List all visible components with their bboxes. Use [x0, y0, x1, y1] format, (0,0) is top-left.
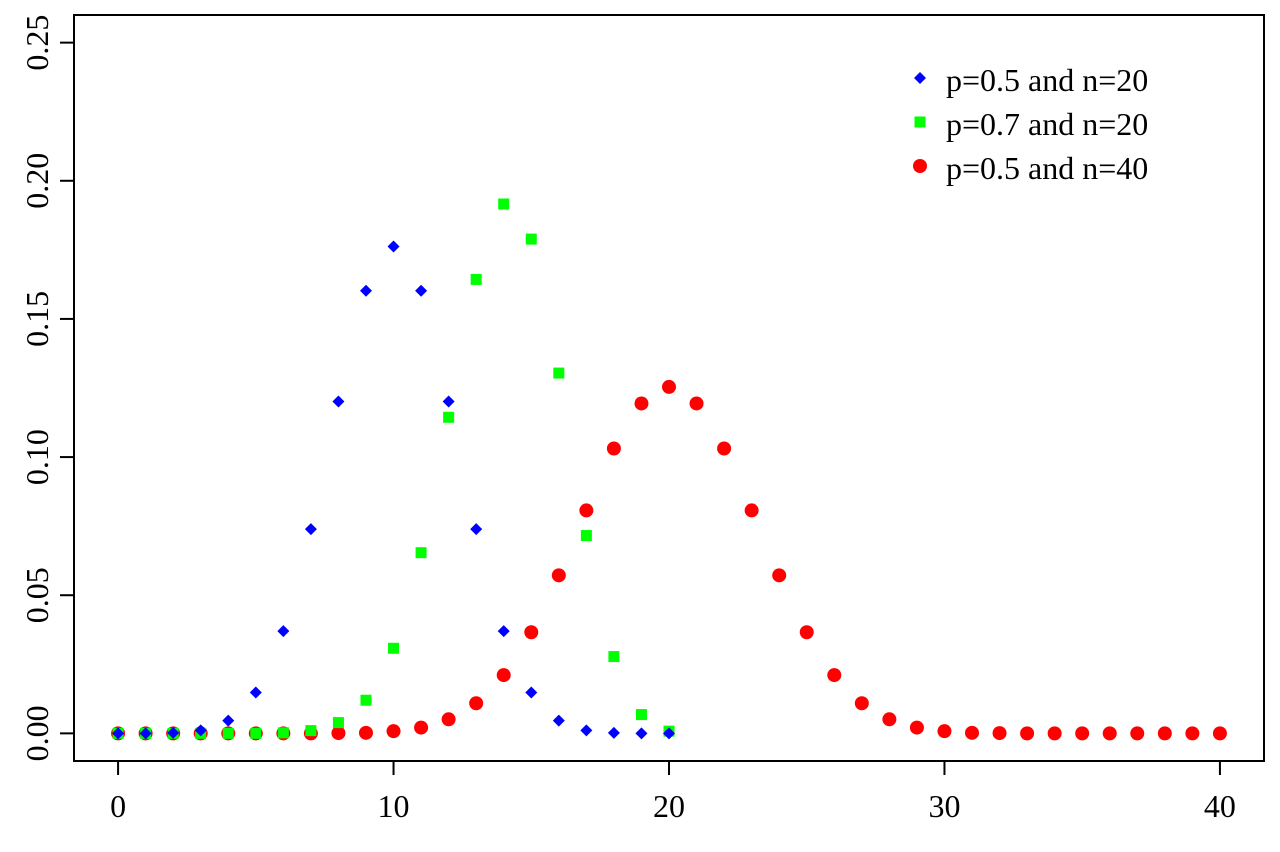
y-tick-label-4: 0.20 [19, 153, 55, 209]
legend-marker-1 [914, 116, 926, 128]
point-s0-12 [442, 395, 455, 408]
series-0 [112, 240, 675, 740]
legend-marker-2 [913, 159, 927, 173]
point-s0-18 [607, 726, 620, 739]
point-s1-11 [415, 547, 427, 559]
point-s2-19 [634, 396, 649, 411]
point-s2-28 [882, 712, 897, 727]
point-s1-10 [388, 642, 400, 654]
point-s2-13 [469, 696, 484, 711]
y-axis: 0.00 0.05 0.10 0.15 0.20 0.25 [19, 15, 74, 761]
point-s1-5 [250, 727, 262, 739]
y-tick-label-2: 0.10 [19, 429, 55, 485]
series-1 [112, 198, 675, 739]
point-s1-6 [277, 727, 289, 739]
point-s0-11 [415, 284, 428, 297]
point-s1-14 [498, 198, 510, 210]
point-s1-4 [222, 727, 234, 739]
y-tick-label-0: 0.00 [19, 705, 55, 761]
point-s1-17 [580, 530, 592, 542]
point-s2-15 [524, 625, 539, 640]
x-tick-label-0: 0 [110, 788, 126, 824]
point-s2-34 [1047, 726, 1062, 741]
point-s0-2 [167, 726, 180, 739]
point-s2-16 [551, 568, 566, 583]
point-s2-33 [1020, 726, 1035, 741]
point-s0-17 [580, 724, 593, 737]
point-s2-9 [358, 725, 373, 740]
point-s2-20 [662, 379, 676, 394]
point-s2-21 [689, 396, 704, 411]
point-s2-14 [496, 668, 511, 683]
point-s2-35 [1075, 726, 1090, 741]
point-s1-9 [360, 694, 372, 706]
point-s2-40 [1212, 726, 1227, 741]
point-s2-30 [937, 724, 952, 739]
point-s2-27 [854, 696, 869, 711]
point-s2-10 [386, 724, 401, 739]
point-s2-8 [331, 726, 346, 741]
point-s0-15 [525, 686, 538, 699]
y-tick-label-1: 0.05 [19, 567, 55, 623]
point-s2-18 [606, 441, 621, 456]
point-s0-0 [112, 727, 125, 740]
legend-marker-0 [914, 72, 926, 84]
x-tick-label-2: 20 [653, 788, 685, 824]
x-tick-label-4: 40 [1204, 788, 1236, 824]
point-s0-3 [194, 724, 207, 737]
x-axis: 0 10 20 30 40 [110, 761, 1236, 824]
point-s0-16 [552, 714, 565, 727]
point-s2-38 [1157, 726, 1172, 741]
point-s0-20 [663, 727, 675, 740]
point-s1-7 [305, 725, 317, 737]
point-s2-31 [965, 725, 980, 740]
point-s0-6 [277, 625, 290, 638]
point-s0-13 [470, 523, 483, 536]
point-s2-39 [1185, 726, 1200, 741]
point-s0-5 [249, 686, 262, 699]
point-s2-17 [579, 503, 594, 518]
point-s1-18 [608, 651, 620, 663]
point-s2-32 [992, 726, 1007, 741]
legend: p=0.5 and n=20 p=0.7 and n=20 p=0.5 and n=… [913, 62, 1148, 186]
point-s0-8 [332, 395, 345, 408]
legend-label-2: p=0.5 and n=40 [946, 150, 1148, 186]
point-s2-22 [717, 441, 732, 456]
point-s0-10 [387, 240, 400, 253]
point-s2-37 [1130, 726, 1145, 741]
point-s0-4 [222, 714, 235, 727]
point-s2-26 [827, 668, 842, 683]
point-s0-7 [304, 523, 317, 536]
point-s0-14 [497, 625, 510, 638]
point-s0-9 [359, 284, 372, 297]
legend-label-0: p=0.5 and n=20 [946, 62, 1148, 98]
point-s1-15 [525, 233, 537, 245]
point-s1-8 [332, 717, 344, 729]
data-points [111, 198, 1227, 741]
point-s0-19 [635, 727, 648, 740]
legend-label-1: p=0.7 and n=20 [946, 106, 1148, 142]
point-s2-24 [772, 568, 787, 583]
point-s1-12 [443, 411, 455, 423]
x-tick-label-3: 30 [928, 788, 960, 824]
y-tick-label-3: 0.15 [19, 291, 55, 347]
y-tick-label-5: 0.25 [19, 15, 55, 71]
point-s2-11 [414, 720, 429, 735]
point-s2-23 [744, 503, 759, 518]
point-s1-16 [553, 367, 565, 379]
point-s1-13 [470, 273, 482, 285]
series-2 [111, 379, 1227, 741]
point-s0-1 [139, 727, 152, 740]
x-tick-label-1: 10 [378, 788, 410, 824]
point-s1-19 [635, 709, 647, 721]
point-s2-12 [441, 712, 456, 727]
point-s2-29 [909, 720, 924, 735]
point-s2-25 [799, 625, 814, 640]
point-s2-36 [1102, 726, 1117, 741]
